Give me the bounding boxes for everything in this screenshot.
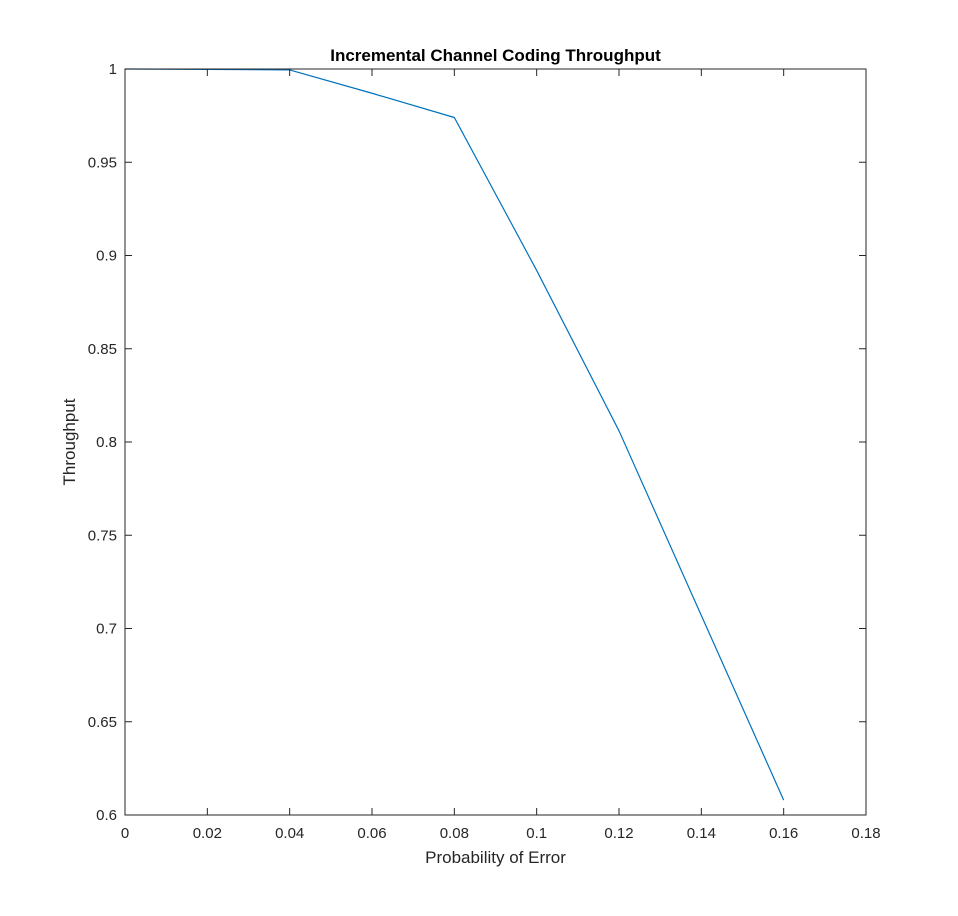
y-tick-label: 0.7 (96, 621, 117, 638)
y-tick-label: 0.85 (88, 341, 117, 358)
series-line-0 (124, 68, 785, 801)
x-tick-label: 0.18 (851, 825, 880, 842)
x-tick-label: 0 (121, 825, 129, 842)
y-ticks: 0.6 0.65 0.7 0.75 0.8 0.85 0.9 0.95 1 (88, 61, 866, 824)
x-tick-label: 0.14 (687, 825, 716, 842)
x-tick-label: 0.12 (604, 825, 633, 842)
series-layer (124, 68, 785, 801)
chart-title: Incremental Channel Coding Throughput (330, 46, 661, 65)
x-tick-label: 0.1 (526, 825, 547, 842)
x-ticks: 0 0.02 0.04 0.06 0.08 0.1 0.12 0.14 0.16 0.18 (121, 69, 881, 842)
y-tick-label: 0.95 (88, 154, 117, 171)
y-tick-label: 0.6 (96, 807, 117, 824)
x-tick-label: 0.02 (193, 825, 222, 842)
y-tick-label: 0.75 (88, 527, 117, 544)
y-tick-label: 0.65 (88, 714, 117, 731)
y-tick-label: 0.9 (96, 248, 117, 265)
x-axis-label: Probability of Error (425, 848, 566, 867)
y-tick-label: 1 (109, 61, 117, 78)
y-axis-label: Throughput (60, 398, 79, 485)
x-tick-label: 0.16 (769, 825, 798, 842)
y-tick-label: 0.8 (96, 434, 117, 451)
x-tick-label: 0.08 (440, 825, 469, 842)
plot-area (125, 69, 866, 815)
x-tick-label: 0.06 (357, 825, 386, 842)
x-tick-label: 0.04 (275, 825, 304, 842)
